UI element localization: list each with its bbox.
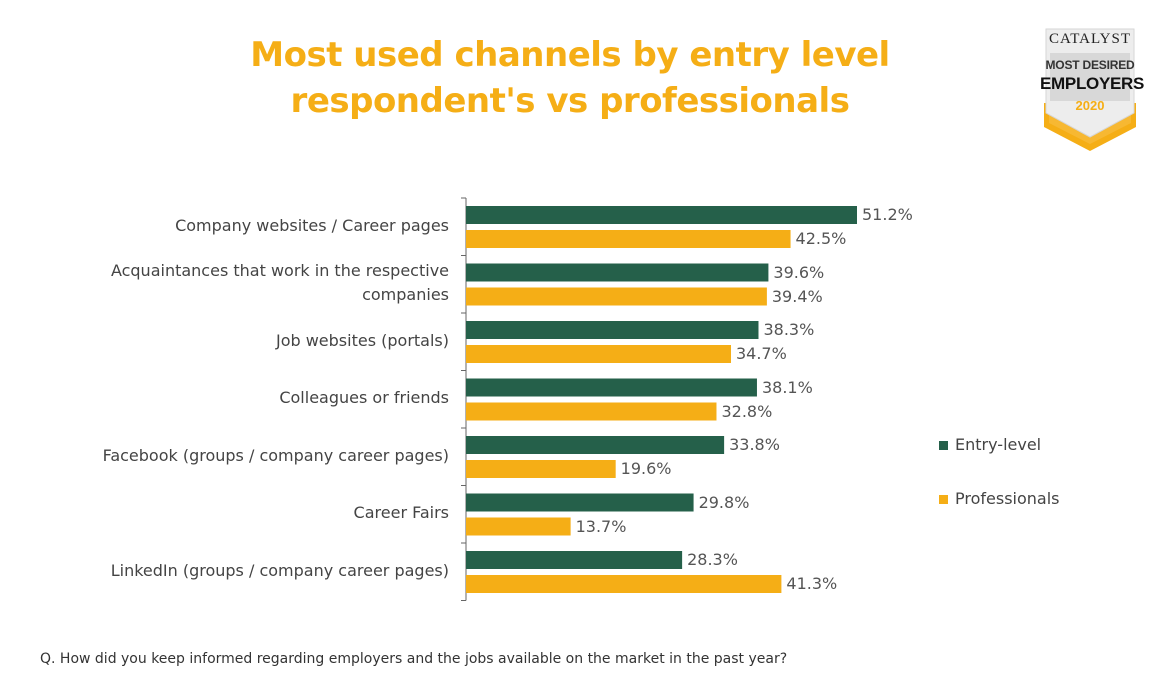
catalyst-badge: CATALYST MOST DESIRED EMPLOYERS 2020	[1040, 27, 1145, 152]
category-label-line: Company websites / Career pages	[175, 215, 449, 235]
value-label-entry-level: 51.2%	[862, 205, 913, 224]
bar-entry-level	[466, 263, 769, 282]
legend-swatch-professionals-icon	[939, 495, 948, 504]
category-label: Career Fairs	[89, 501, 449, 525]
category-label: Colleagues or friends	[89, 386, 449, 410]
chart-title-line-2: respondent's vs professionals	[290, 81, 850, 121]
value-label-entry-level: 38.3%	[763, 320, 815, 339]
category-label-line: Facebook (groups / company career pages)	[102, 445, 449, 465]
category-label-line: LinkedIn (groups / company career pages)	[110, 560, 449, 580]
bar-professionals	[466, 345, 731, 363]
value-label-professionals: 13.7%	[575, 516, 627, 536]
category-label-line: Job websites (portals)	[275, 330, 449, 350]
value-label-entry-level: 28.3%	[687, 550, 738, 569]
value-label-professionals: 41.3%	[786, 574, 838, 593]
bar-professionals	[466, 460, 616, 478]
badge-year: 2020	[1075, 98, 1105, 113]
bar-entry-level	[466, 206, 857, 224]
bar-professionals	[466, 517, 571, 536]
value-label-entry-level: 38.1%	[761, 377, 813, 397]
value-label-entry-level: 39.6%	[773, 262, 825, 282]
category-label: Company websites / Career pages	[89, 214, 449, 238]
bar-entry-level	[466, 378, 757, 397]
value-label-professionals: 42.5%	[795, 229, 847, 248]
category-label-line: companies	[362, 285, 449, 305]
value-label-professionals: 34.7%	[735, 344, 787, 363]
category-label: LinkedIn (groups / company career pages)	[89, 559, 449, 583]
legend-label-entry-level: Entry-level	[955, 435, 1042, 454]
category-label: Facebook (groups / company career pages)	[89, 444, 449, 468]
category-label: Acquaintances that work in the respectiv…	[89, 259, 449, 307]
legend-label-professionals: Professionals	[955, 489, 1060, 508]
value-label-professionals: 32.8%	[721, 401, 773, 421]
category-label: Job websites (portals)	[89, 329, 449, 353]
value-label-entry-level: 29.8%	[698, 492, 750, 512]
chart-title-line-1: Most used channels by entry level	[250, 35, 890, 75]
badge-shape-icon	[1044, 28, 1136, 151]
bar-entry-level	[466, 321, 759, 339]
bar-professionals	[466, 402, 717, 421]
category-label-line: Acquaintances that work in the respectiv…	[110, 261, 449, 281]
bar-professionals	[466, 575, 782, 593]
category-label-line: Colleagues or friends	[279, 388, 449, 408]
legend-swatch-entry-level-icon	[939, 441, 948, 450]
bar-professionals	[466, 230, 791, 248]
value-label-professionals: 39.4%	[771, 286, 823, 306]
badge-brand: CATALYST	[1049, 31, 1131, 47]
bar-entry-level	[466, 551, 683, 569]
bar-professionals	[466, 287, 767, 306]
badge-line-2: EMPLOYERS	[1040, 74, 1145, 93]
bar-entry-level	[466, 436, 725, 454]
bar-entry-level	[466, 493, 694, 512]
value-label-entry-level: 33.8%	[729, 435, 780, 454]
survey-question: Q. How did you keep informed regarding e…	[40, 651, 788, 667]
badge-line-1: MOST DESIRED	[1045, 58, 1135, 72]
chart-title: Most used channels by entry level respon…	[200, 32, 940, 124]
value-label-professionals: 19.6%	[620, 459, 672, 478]
category-label-line: Career Fairs	[353, 503, 449, 523]
